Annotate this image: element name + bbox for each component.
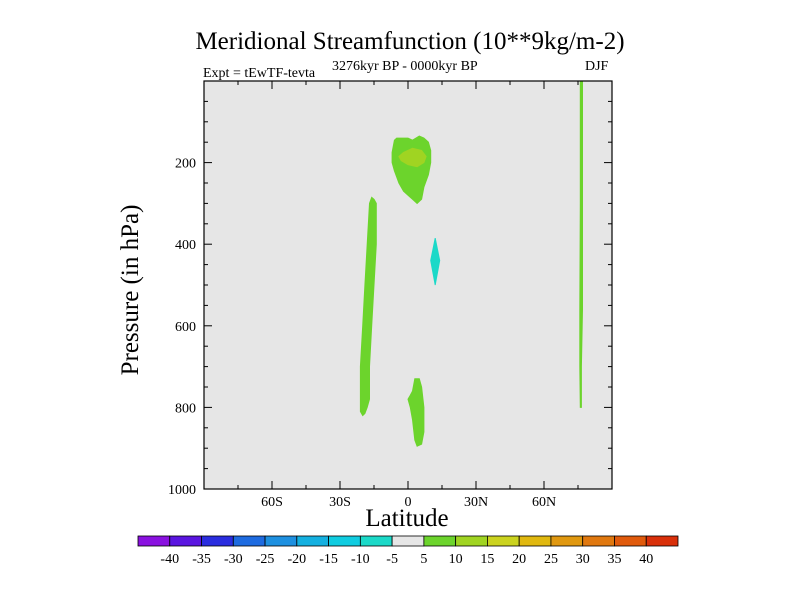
colorbar-box (264, 535, 298, 547)
colorbar-label: -20 (287, 552, 306, 567)
colorbar-box (487, 535, 520, 547)
contour-region-equatorial-upper-core (398, 147, 427, 168)
colorbar-box (645, 535, 679, 547)
colorbar-label: -40 (160, 552, 179, 567)
y-tick-label: 400 (175, 238, 196, 253)
contour-region-nh-high-lat-band (579, 80, 583, 408)
x-tick-label: 30N (464, 495, 488, 510)
y-tick-label: 800 (175, 401, 196, 416)
colorbar-box (391, 535, 425, 547)
colorbar-label: -10 (351, 552, 370, 567)
colorbar-label: 40 (639, 552, 653, 567)
colorbar-label: 10 (449, 552, 463, 567)
y-tick-label: 200 (175, 157, 196, 172)
contour-region-nh-negative-cell (430, 238, 441, 286)
colorbar-label: -30 (224, 552, 243, 567)
colorbar-box (614, 535, 647, 547)
x-tick-label: 60N (532, 495, 556, 510)
colorbar-box (455, 535, 488, 547)
colorbar-label: 30 (576, 552, 590, 567)
colorbar-label: -15 (319, 552, 338, 567)
contour-region-equatorial-lower-cell (407, 378, 425, 447)
colorbar-label: 5 (420, 552, 427, 567)
time-range-label: 3276kyr BP - 0000kyr BP (332, 59, 478, 74)
colorbar-box (232, 535, 266, 547)
contour-region-sh-subtropical-cell (359, 196, 377, 417)
x-tick-label: 60S (261, 495, 283, 510)
experiment-label: Expt = tEwTF-tevta (203, 66, 316, 81)
colorbar-label: 25 (544, 552, 558, 567)
colorbar-box (518, 535, 552, 547)
colorbar-box (296, 535, 329, 547)
y-tick-label: 600 (175, 320, 196, 335)
x-tick-label: 30S (329, 495, 351, 510)
colorbar-label: -5 (386, 552, 398, 567)
colorbar-box (201, 535, 234, 547)
y-tick-label: 1000 (168, 483, 196, 498)
x-tick-label: 0 (405, 495, 412, 510)
colorbar-box (582, 535, 615, 547)
colorbar-label: 15 (480, 552, 494, 567)
season-label: DJF (585, 59, 609, 74)
colorbar-label: -35 (192, 552, 211, 567)
colorbar-box (137, 535, 171, 547)
colorbar-label: -25 (256, 552, 275, 567)
colorbar-box (328, 535, 361, 547)
chart-title: Meridional Streamfunction (10**9kg/m-2) (195, 28, 625, 55)
colorbar-box (550, 535, 584, 547)
colorbar-box (423, 535, 457, 547)
colorbar-label: 35 (607, 552, 621, 567)
colorbar-box (169, 535, 202, 547)
colorbar-label: 20 (512, 552, 526, 567)
x-axis-title: Latitude (365, 505, 449, 532)
colorbar-box (359, 535, 393, 547)
